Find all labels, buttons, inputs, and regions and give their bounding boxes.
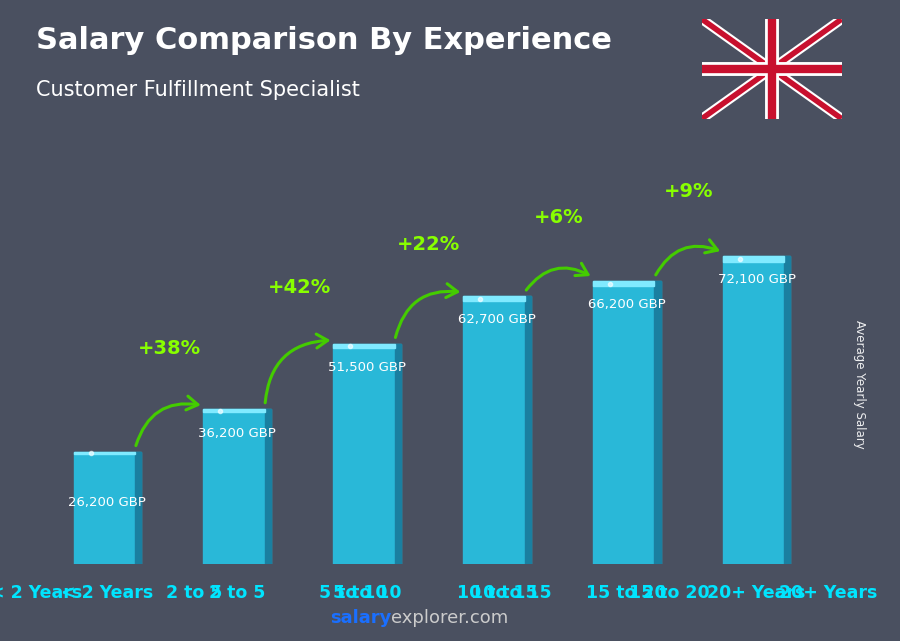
Bar bbox=[135, 452, 141, 564]
Bar bbox=[525, 296, 531, 564]
FancyArrowPatch shape bbox=[656, 240, 717, 275]
Text: 51,500 GBP: 51,500 GBP bbox=[328, 362, 406, 374]
Bar bbox=[784, 256, 790, 564]
Bar bbox=[74, 452, 141, 564]
Text: 15 to 20: 15 to 20 bbox=[587, 584, 667, 602]
Text: Salary Comparison By Experience: Salary Comparison By Experience bbox=[36, 26, 612, 54]
Text: +6%: +6% bbox=[534, 208, 583, 228]
Bar bbox=[203, 410, 265, 412]
Text: 2 to 5: 2 to 5 bbox=[166, 584, 222, 602]
Bar bbox=[333, 344, 400, 564]
Bar bbox=[464, 296, 525, 301]
Bar bbox=[593, 281, 661, 564]
Text: Average Yearly Salary: Average Yearly Salary bbox=[853, 320, 866, 449]
Text: 15 to 20: 15 to 20 bbox=[629, 584, 710, 602]
Text: Customer Fulfillment Specialist: Customer Fulfillment Specialist bbox=[36, 80, 360, 100]
Text: +22%: +22% bbox=[397, 235, 461, 254]
Text: 5 to 10: 5 to 10 bbox=[319, 584, 387, 602]
Text: 62,700 GBP: 62,700 GBP bbox=[458, 313, 536, 326]
Text: explorer.com: explorer.com bbox=[392, 609, 508, 627]
Text: 72,100 GBP: 72,100 GBP bbox=[717, 273, 796, 287]
FancyArrowPatch shape bbox=[395, 284, 457, 337]
Bar bbox=[593, 281, 654, 287]
FancyArrowPatch shape bbox=[266, 334, 328, 403]
Text: 20+ Years: 20+ Years bbox=[707, 584, 806, 602]
Text: < 2 Years: < 2 Years bbox=[0, 584, 82, 602]
Bar bbox=[203, 410, 271, 564]
Text: < 2 Years: < 2 Years bbox=[61, 584, 154, 602]
Text: 2 to 5: 2 to 5 bbox=[209, 584, 266, 602]
Text: 20+ Years: 20+ Years bbox=[778, 584, 878, 602]
Bar bbox=[265, 410, 271, 564]
Bar bbox=[464, 296, 531, 564]
Bar bbox=[395, 344, 400, 564]
Text: +9%: +9% bbox=[664, 181, 714, 201]
Text: 66,200 GBP: 66,200 GBP bbox=[588, 299, 666, 312]
Bar bbox=[723, 256, 784, 262]
Bar bbox=[333, 344, 395, 348]
Text: 10 to 15: 10 to 15 bbox=[456, 584, 537, 602]
Bar bbox=[723, 256, 790, 564]
Bar bbox=[654, 281, 661, 564]
Text: 36,200 GBP: 36,200 GBP bbox=[198, 427, 276, 440]
Text: 5 to 10: 5 to 10 bbox=[333, 584, 401, 602]
Text: salary: salary bbox=[330, 609, 392, 627]
Bar bbox=[74, 452, 135, 454]
Text: 26,200 GBP: 26,200 GBP bbox=[68, 496, 147, 509]
Text: +42%: +42% bbox=[267, 278, 331, 297]
Text: +38%: +38% bbox=[138, 339, 201, 358]
FancyArrowPatch shape bbox=[526, 263, 588, 290]
Text: 10 to 15: 10 to 15 bbox=[471, 584, 552, 602]
FancyArrowPatch shape bbox=[136, 396, 198, 445]
